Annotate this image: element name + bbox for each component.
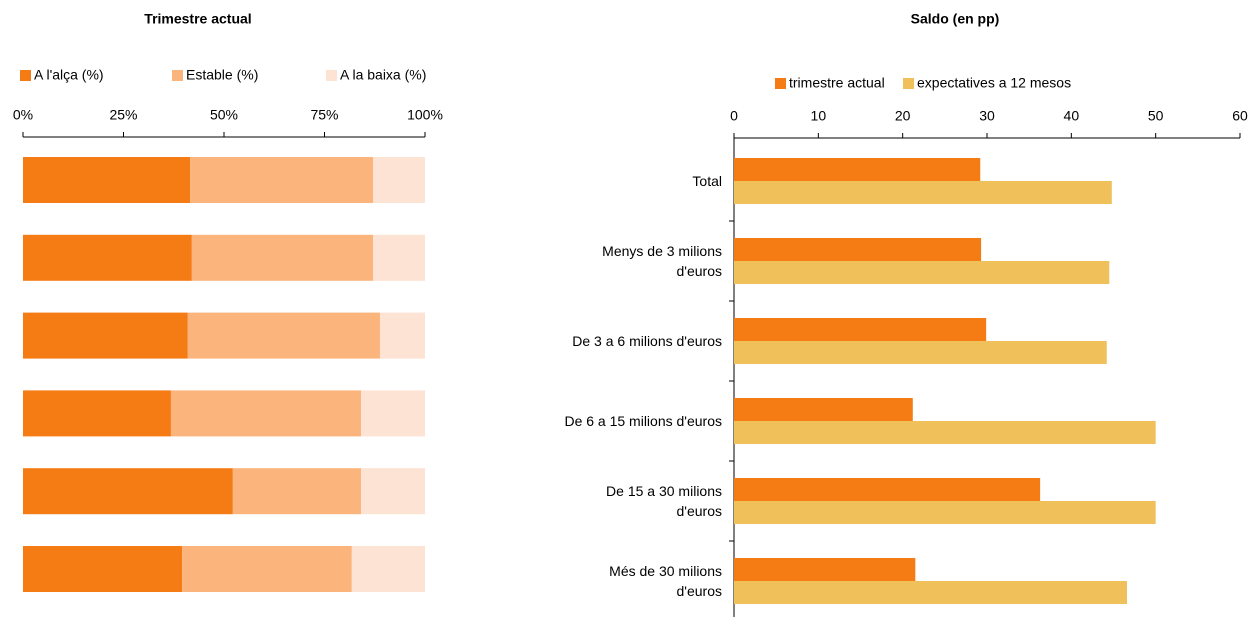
x-tick-label: 30: [979, 108, 995, 124]
x-tick-label: 50: [1148, 108, 1164, 124]
x-tick-label: 50%: [210, 107, 238, 123]
y-tick-label: De 3 a 6 milions d'euros: [572, 333, 722, 349]
bar-segment: [379, 312, 425, 359]
legend-swatch: [326, 70, 337, 81]
bar: [734, 581, 1127, 604]
y-tick-label: De 15 a 30 milions d'euros: [606, 483, 722, 519]
bar: [734, 341, 1107, 364]
legend-label: A la baixa (%): [340, 67, 426, 83]
legend-label: expectatives a 12 mesos: [917, 75, 1071, 91]
bar: [734, 238, 982, 261]
bar: [734, 181, 1112, 204]
bar: [734, 558, 916, 581]
bar-segment: [373, 234, 425, 281]
bar-segment: [373, 157, 425, 203]
x-tick-label: 20: [895, 108, 911, 124]
bar-segment: [361, 390, 425, 437]
bar-segment: [23, 468, 233, 515]
bar: [734, 261, 1110, 284]
x-tick-label: 10: [811, 108, 827, 124]
legend-swatch: [20, 70, 31, 81]
bar-segment: [23, 546, 183, 592]
x-tick-label: 0: [730, 108, 738, 124]
chart-title: Saldo (en pp): [911, 11, 1000, 27]
y-tick-label: Total: [692, 173, 722, 189]
bar-segment: [361, 468, 425, 515]
bar-segment: [23, 312, 188, 359]
bar: [734, 478, 1041, 501]
bar: [734, 318, 987, 341]
bar-segment: [23, 390, 171, 437]
x-tick-label: 60: [1232, 108, 1248, 124]
legend-label: Estable (%): [186, 67, 258, 83]
bar-segment: [23, 157, 191, 203]
bar-segment: [170, 390, 362, 437]
bar-segment: [23, 234, 192, 281]
y-tick-label: De 6 a 15 milions d'euros: [564, 413, 722, 429]
legend-swatch: [903, 78, 914, 89]
x-tick-label: 75%: [310, 107, 338, 123]
x-tick-label: 0%: [13, 107, 33, 123]
bar-segment: [351, 546, 425, 592]
bar-segment: [191, 234, 374, 281]
chart-title: Trimestre actual: [144, 11, 251, 27]
legend-swatch: [775, 78, 786, 89]
bar: [734, 421, 1156, 444]
legend-swatch: [172, 70, 183, 81]
x-tick-label: 100%: [407, 107, 443, 123]
x-tick-label: 40: [1064, 108, 1080, 124]
legend-label: trimestre actual: [789, 75, 885, 91]
bar-segment: [232, 468, 362, 515]
y-tick-label: Menys de 3 milions d'euros: [602, 243, 722, 279]
x-tick-label: 25%: [109, 107, 137, 123]
bar: [734, 398, 913, 421]
y-tick-label: Més de 30 milions d'euros: [609, 563, 722, 599]
bar-segment: [190, 157, 374, 203]
bar-segment: [182, 546, 352, 592]
bar: [734, 501, 1156, 524]
legend-label: A l'alça (%): [34, 67, 104, 83]
bar: [734, 158, 981, 181]
bar-segment: [187, 312, 380, 359]
